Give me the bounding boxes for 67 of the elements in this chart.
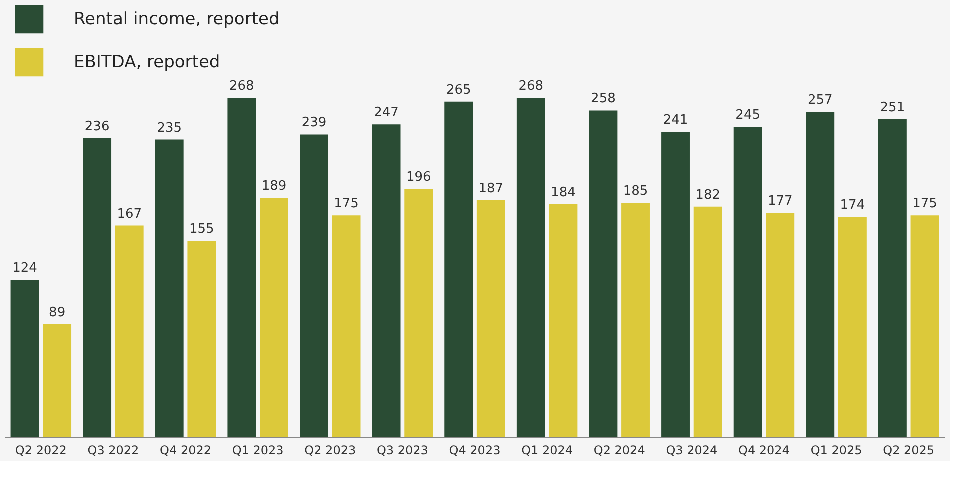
data-label: 268 xyxy=(230,79,254,94)
bar xyxy=(444,102,474,437)
bar xyxy=(694,206,722,437)
x-tick-label: Q1 2024 xyxy=(522,444,574,458)
bar xyxy=(115,226,144,437)
bar xyxy=(734,127,762,437)
data-label: 189 xyxy=(262,178,287,194)
bar xyxy=(549,204,578,437)
bar xyxy=(516,98,546,437)
bar xyxy=(806,112,835,437)
bar xyxy=(838,216,867,437)
x-tick-label: Q3 2023 xyxy=(376,444,428,458)
bar xyxy=(878,120,907,437)
data-label: 174 xyxy=(840,198,866,213)
x-tick-label: Q2 2024 xyxy=(594,444,646,458)
data-label: 167 xyxy=(117,206,142,222)
bar xyxy=(83,138,112,437)
data-label: 175 xyxy=(912,196,938,212)
data-label: 185 xyxy=(623,184,648,200)
x-tick-label: Q3 2024 xyxy=(666,444,718,458)
x-tick-label: Q1 2023 xyxy=(232,444,284,458)
data-label: 251 xyxy=(880,100,906,116)
bar xyxy=(662,132,690,437)
data-label: 124 xyxy=(12,261,38,276)
bar xyxy=(766,213,795,437)
data-label: 247 xyxy=(374,106,399,121)
data-label: 265 xyxy=(446,82,472,98)
x-tick-label: Q4 2023 xyxy=(449,444,501,458)
data-label: 241 xyxy=(663,113,688,128)
bar xyxy=(332,216,361,437)
x-tick-label: Q4 2022 xyxy=(160,444,212,458)
data-label: 89 xyxy=(49,305,66,320)
data-label: 177 xyxy=(768,194,793,210)
data-label: 235 xyxy=(157,120,182,136)
bar xyxy=(476,200,506,437)
bar xyxy=(589,110,618,437)
bar xyxy=(228,98,256,437)
data-label: 236 xyxy=(84,120,110,135)
x-tick-label: Q3 2022 xyxy=(88,444,140,458)
data-label: 155 xyxy=(190,222,214,237)
bar xyxy=(155,140,184,437)
data-label: 245 xyxy=(736,108,760,124)
data-label: 268 xyxy=(518,79,544,94)
x-tick-label: Q2 2025 xyxy=(883,444,935,458)
x-tick-label: Q2 2022 xyxy=(15,444,67,458)
bar xyxy=(43,324,72,437)
bar xyxy=(10,280,40,437)
data-label: 187 xyxy=(478,182,504,196)
data-label: 182 xyxy=(696,188,720,203)
bar xyxy=(300,134,328,437)
data-label: 184 xyxy=(551,185,576,200)
legend-label: Rental income, reported xyxy=(74,10,280,30)
x-tick-label: Q1 2025 xyxy=(810,444,862,458)
data-label: 196 xyxy=(406,170,432,186)
bar xyxy=(260,198,288,437)
data-label: 175 xyxy=(334,196,359,212)
bar xyxy=(910,216,940,437)
bar xyxy=(404,189,434,437)
legend-label: EBITDA, reported xyxy=(74,52,220,72)
bar xyxy=(622,203,650,437)
data-label: 258 xyxy=(591,92,616,107)
bar xyxy=(188,240,216,437)
x-tick-label: Q2 2023 xyxy=(304,444,356,458)
data-label: 257 xyxy=(808,92,833,108)
data-label: 239 xyxy=(302,116,327,131)
bar xyxy=(372,124,401,437)
x-tick-label: Q4 2024 xyxy=(738,444,790,458)
